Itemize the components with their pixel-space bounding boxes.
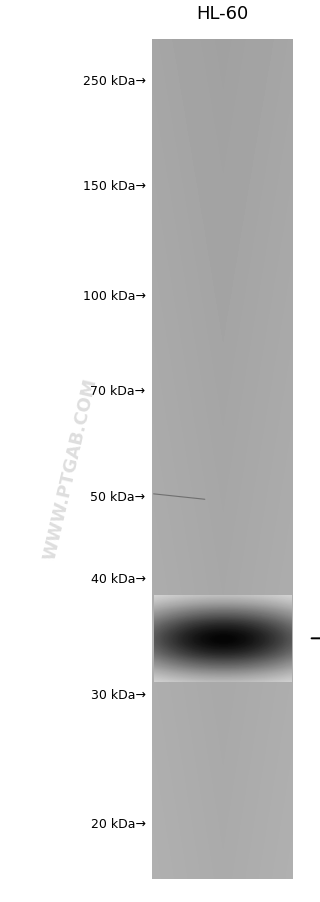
Text: 50 kDa→: 50 kDa→ (91, 491, 146, 503)
Text: 100 kDa→: 100 kDa→ (83, 290, 146, 302)
Text: 30 kDa→: 30 kDa→ (91, 688, 146, 701)
Text: 150 kDa→: 150 kDa→ (83, 180, 146, 193)
Text: 250 kDa→: 250 kDa→ (83, 75, 146, 87)
Text: 20 kDa→: 20 kDa→ (91, 817, 146, 830)
Text: 70 kDa→: 70 kDa→ (91, 385, 146, 398)
Text: 40 kDa→: 40 kDa→ (91, 573, 146, 585)
Text: HL-60: HL-60 (196, 5, 249, 23)
Text: WWW.PTGAB.COM: WWW.PTGAB.COM (41, 376, 100, 562)
